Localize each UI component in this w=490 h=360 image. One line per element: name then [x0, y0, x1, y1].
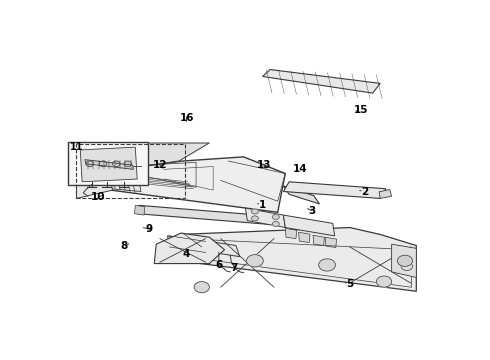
- Circle shape: [272, 215, 279, 220]
- Circle shape: [401, 262, 413, 270]
- Polygon shape: [245, 208, 285, 228]
- Circle shape: [246, 255, 263, 267]
- Polygon shape: [392, 244, 416, 278]
- Polygon shape: [325, 237, 337, 247]
- Bar: [76, 144, 185, 198]
- Text: 9: 9: [145, 224, 152, 234]
- Text: 13: 13: [257, 160, 271, 170]
- Circle shape: [99, 161, 107, 167]
- Text: 3: 3: [308, 206, 316, 216]
- Polygon shape: [263, 69, 380, 93]
- Polygon shape: [379, 190, 392, 198]
- Polygon shape: [135, 205, 145, 215]
- Circle shape: [397, 255, 413, 266]
- Polygon shape: [313, 235, 324, 246]
- Polygon shape: [137, 205, 276, 225]
- Circle shape: [318, 259, 336, 271]
- Circle shape: [251, 216, 258, 221]
- Polygon shape: [271, 216, 281, 226]
- Circle shape: [376, 276, 392, 287]
- Text: 4: 4: [183, 249, 190, 259]
- Text: 7: 7: [230, 263, 238, 273]
- Circle shape: [194, 282, 209, 293]
- Circle shape: [86, 161, 94, 167]
- Polygon shape: [154, 233, 224, 264]
- Polygon shape: [111, 143, 209, 171]
- Text: 2: 2: [362, 186, 368, 197]
- Circle shape: [251, 209, 258, 214]
- Text: 16: 16: [179, 113, 194, 123]
- Polygon shape: [283, 186, 319, 204]
- Polygon shape: [283, 182, 386, 198]
- Polygon shape: [111, 157, 285, 212]
- Text: 12: 12: [153, 160, 167, 170]
- Polygon shape: [179, 228, 416, 291]
- Text: 10: 10: [91, 192, 106, 202]
- Text: 14: 14: [293, 164, 308, 174]
- Polygon shape: [298, 232, 310, 243]
- Circle shape: [272, 221, 279, 226]
- Polygon shape: [283, 215, 335, 236]
- Polygon shape: [76, 179, 113, 198]
- Text: 1: 1: [259, 201, 266, 210]
- Polygon shape: [168, 236, 207, 252]
- Bar: [68, 141, 148, 185]
- Circle shape: [113, 161, 120, 167]
- Polygon shape: [85, 159, 133, 169]
- Text: 15: 15: [354, 105, 368, 115]
- Polygon shape: [285, 228, 297, 239]
- Text: 8: 8: [120, 240, 127, 251]
- Polygon shape: [109, 169, 141, 192]
- Circle shape: [124, 161, 131, 167]
- Text: 5: 5: [346, 279, 353, 289]
- Text: 6: 6: [215, 260, 222, 270]
- Polygon shape: [80, 147, 137, 182]
- Text: 11: 11: [70, 142, 83, 152]
- Polygon shape: [209, 242, 240, 257]
